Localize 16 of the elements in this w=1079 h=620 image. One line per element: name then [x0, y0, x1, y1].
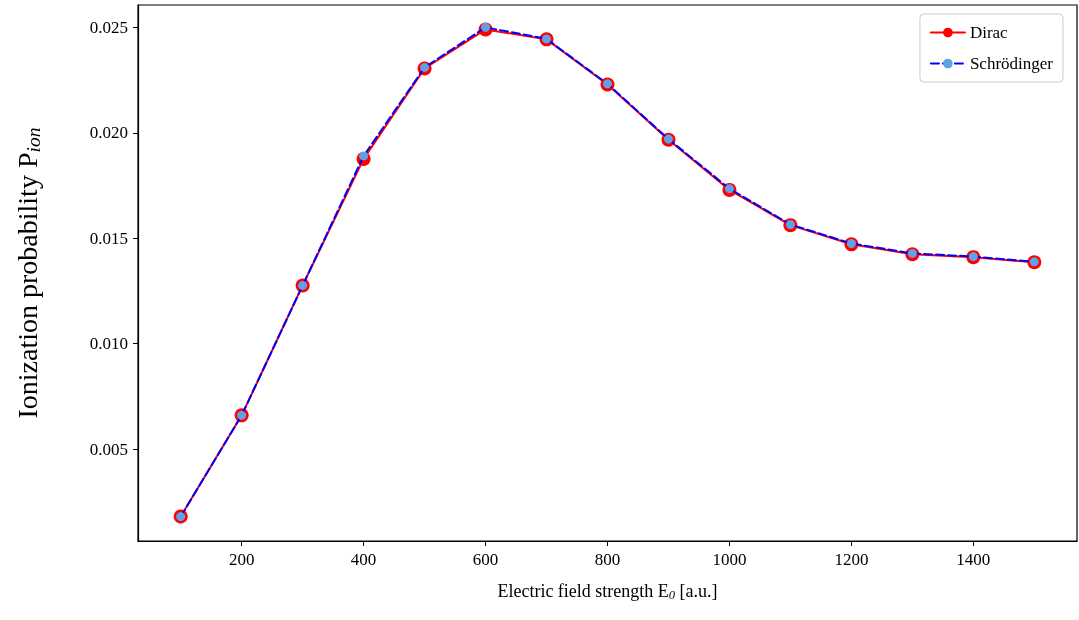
y-axis-title: Ionization probability Pion	[11, 127, 44, 419]
y-tick-label: 0.025	[89, 17, 128, 37]
y-tick-label: 0.015	[89, 228, 128, 248]
x-tick-label: 200	[228, 550, 255, 569]
x-tick-label: 1000	[712, 550, 747, 569]
y-tick-label: 0.020	[89, 123, 128, 143]
y-tick-label: 0.005	[89, 439, 128, 459]
y-tick-label: 0.010	[89, 334, 128, 354]
x-tick-label: 800	[594, 550, 621, 569]
x-tick-label: 400	[350, 550, 377, 569]
x-tick-label: 1200	[834, 550, 869, 569]
x-axis-title: Electric field strength E0 [a.u.]	[497, 581, 718, 602]
legend-label: Dirac	[969, 23, 1009, 42]
x-tick-label: 1400	[956, 550, 991, 569]
legend-label: Schrödinger	[969, 54, 1054, 73]
x-tick-label: 600	[472, 550, 499, 569]
